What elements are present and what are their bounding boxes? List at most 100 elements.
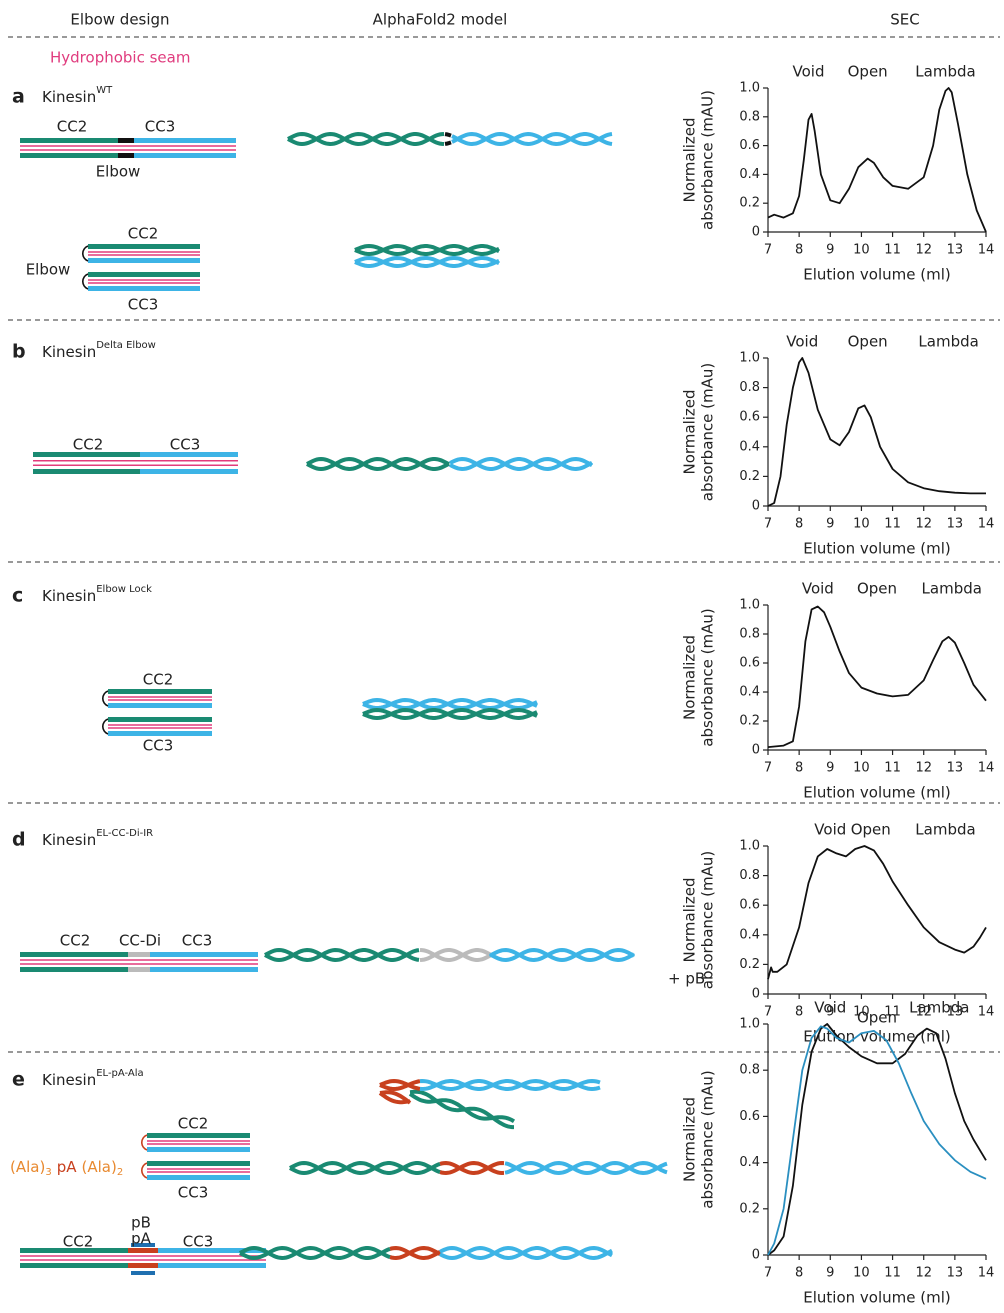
y-tick-label: 0.2 (739, 469, 760, 484)
peak-label: Open (857, 1009, 897, 1027)
design-label: Elbow (26, 261, 71, 279)
helix-strand (489, 947, 635, 963)
y-axis-label: Normalized (681, 389, 699, 474)
peak-label: Lambda (909, 999, 969, 1017)
helix-strand (451, 131, 613, 147)
x-tick-label: 12 (915, 517, 932, 532)
helix-strand (379, 1079, 421, 1092)
coil-strand (33, 452, 140, 457)
y-tick-label: 0.4 (739, 167, 760, 182)
coil-strand (158, 1263, 266, 1268)
coil-strand (128, 1263, 158, 1268)
y-tick-label: 0.8 (739, 380, 760, 395)
column-title: AlphaFold2 model (373, 11, 508, 29)
linker-part: (Ala) (10, 1158, 45, 1176)
coil-strand (150, 967, 258, 972)
y-tick-label: 0 (752, 499, 760, 514)
helix-strand (354, 255, 500, 269)
x-tick-label: 14 (978, 1266, 995, 1281)
coil-strand (147, 1147, 250, 1152)
x-tick-label: 14 (978, 517, 995, 532)
coil-strand (140, 452, 238, 457)
elbow-loop (102, 718, 109, 735)
x-tick-label: 12 (915, 243, 932, 258)
helix-strand (439, 1245, 613, 1261)
construct-superscript: EL-CC-Di-IR (96, 828, 153, 839)
helix-strand (408, 1092, 516, 1124)
helix-strand (419, 1078, 601, 1092)
design-label: CC3 (145, 118, 176, 136)
x-tick-label: 11 (884, 1266, 901, 1281)
sec-trace (767, 357, 986, 507)
y-axis-label: absorbance (mAu) (699, 1070, 717, 1208)
peak-label: Open (848, 333, 888, 351)
x-tick-label: 8 (795, 517, 803, 532)
design-label: CC2 (60, 932, 91, 950)
helix-strand (444, 132, 452, 138)
helix-strand (239, 1245, 391, 1261)
x-tick-label: 10 (853, 761, 870, 776)
seam-legend: Hydrophobic seam (50, 49, 190, 67)
design-label: CC2 (73, 436, 104, 454)
design-label: Elbow (96, 163, 141, 181)
y-axis-label: Normalized (681, 877, 699, 962)
design-label: CC-Di (119, 932, 161, 950)
coil-strand (118, 138, 134, 143)
coil-strand (147, 1175, 250, 1180)
x-tick-label: 9 (826, 1266, 834, 1281)
peak-label: Open (857, 580, 897, 598)
helix-strand (439, 1245, 613, 1261)
y-tick-label: 0.4 (739, 685, 760, 700)
design-label: CC2 (143, 671, 174, 689)
design-label: CC3 (170, 436, 201, 454)
x-tick-label: 8 (795, 761, 803, 776)
x-axis-label: Elution volume (ml) (803, 784, 950, 802)
coil-strand (108, 731, 212, 736)
panel-letter: e (12, 1069, 25, 1091)
sec-trace (767, 1023, 987, 1256)
helix-strand (489, 947, 635, 963)
design-label: CC3 (178, 1184, 209, 1202)
peak-label: Lambda (922, 580, 982, 598)
legend-entry: + pB (668, 970, 705, 988)
helix-strand (354, 243, 500, 257)
linker-part: pA (57, 1158, 78, 1176)
y-axis-label: absorbance (mAu) (699, 608, 717, 746)
x-tick-label: 9 (826, 1005, 834, 1020)
column-title: Elbow design (70, 11, 169, 29)
construct-name: Kinesin (42, 88, 96, 106)
linker-label: (Ala)3 pA (Ala)2 (10, 1158, 123, 1179)
helix-strand (289, 1160, 441, 1176)
y-tick-label: 1.0 (739, 351, 760, 366)
panel-letter: b (12, 341, 26, 363)
peak-label: Open (848, 63, 888, 81)
y-tick-label: 1.0 (739, 598, 760, 613)
y-tick-label: 0.4 (739, 927, 760, 942)
y-tick-label: 0.8 (739, 868, 760, 883)
y-tick-label: 1.0 (739, 839, 760, 854)
x-tick-label: 11 (884, 243, 901, 258)
x-tick-label: 12 (915, 761, 932, 776)
linker-part: 2 (117, 1167, 123, 1178)
coil-strand (158, 1248, 266, 1253)
linker-part: (Ala) (82, 1158, 117, 1176)
construct-name: Kinesin (42, 1071, 96, 1089)
y-axis-label: Normalized (681, 1097, 699, 1182)
coil-strand (128, 967, 150, 972)
sec-trace (767, 605, 987, 748)
x-tick-label: 7 (764, 1266, 772, 1281)
helix-strand (306, 456, 450, 472)
y-tick-label: 0 (752, 743, 760, 758)
coil-strand (88, 272, 200, 277)
coil-strand (88, 244, 200, 249)
column-title: SEC (890, 11, 919, 29)
elbow-loop (102, 690, 109, 707)
panel-letter: a (12, 86, 25, 108)
x-tick-label: 12 (915, 1005, 932, 1020)
peak-label: Void (786, 333, 818, 351)
coil-strand (134, 153, 236, 158)
helix-strand (449, 456, 593, 472)
y-tick-label: 0.8 (739, 627, 760, 642)
y-tick-label: 0.4 (739, 439, 760, 454)
design-label: pA (131, 1230, 152, 1248)
